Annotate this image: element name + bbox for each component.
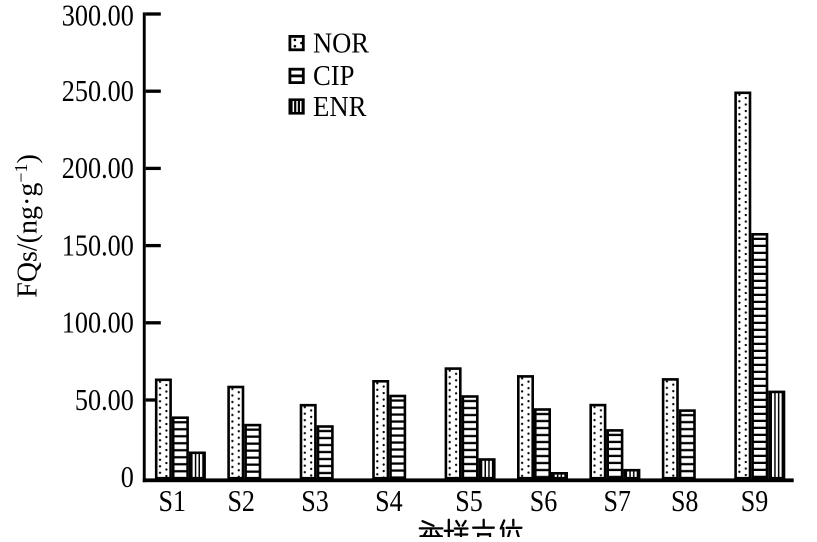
svg-text:250.00: 250.00: [62, 73, 134, 108]
svg-text:300.00: 300.00: [62, 0, 134, 32]
svg-text:S2: S2: [227, 483, 255, 518]
svg-text:S8: S8: [671, 483, 699, 518]
svg-text:0: 0: [121, 459, 134, 494]
svg-text:200.00: 200.00: [62, 150, 134, 185]
svg-text:ENR: ENR: [313, 92, 367, 123]
svg-text:NOR: NOR: [313, 28, 369, 59]
svg-text:CIP: CIP: [313, 61, 355, 92]
svg-text:S5: S5: [455, 483, 483, 518]
svg-text:100.00: 100.00: [62, 305, 134, 340]
svg-text:150.00: 150.00: [62, 227, 134, 262]
svg-text:S7: S7: [603, 483, 631, 518]
svg-text:S1: S1: [159, 483, 187, 518]
svg-text:S9: S9: [741, 483, 769, 518]
svg-text:S6: S6: [530, 483, 558, 518]
svg-text:50.00: 50.00: [75, 382, 134, 417]
svg-text:S3: S3: [301, 483, 329, 518]
svg-text:S4: S4: [375, 483, 403, 518]
